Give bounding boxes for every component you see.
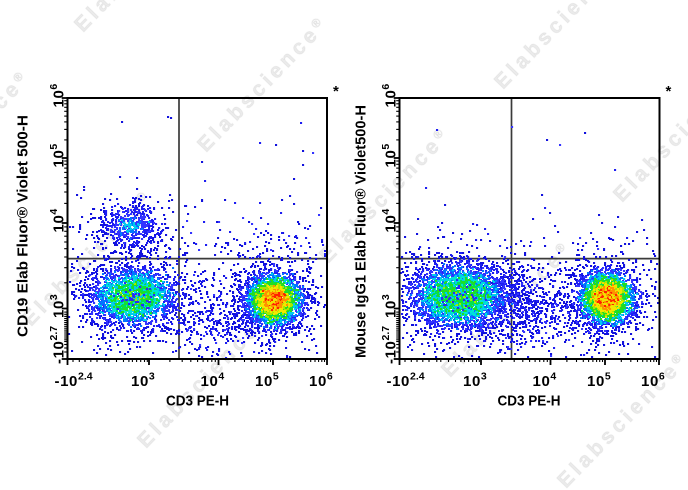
svg-text:*: * <box>333 83 339 100</box>
svg-text:CD19 Elab Fluor® Violet 500-H: CD19 Elab Fluor® Violet 500-H <box>15 115 32 337</box>
svg-text:Mouse IgG1 Elab Fluor® Violet5: Mouse IgG1 Elab Fluor® Violet500-H <box>353 105 370 358</box>
svg-text:*: * <box>666 83 672 100</box>
svg-text:CD3 PE-H: CD3 PE-H <box>166 393 229 410</box>
svg-text:CD3 PE-H: CD3 PE-H <box>498 393 561 410</box>
